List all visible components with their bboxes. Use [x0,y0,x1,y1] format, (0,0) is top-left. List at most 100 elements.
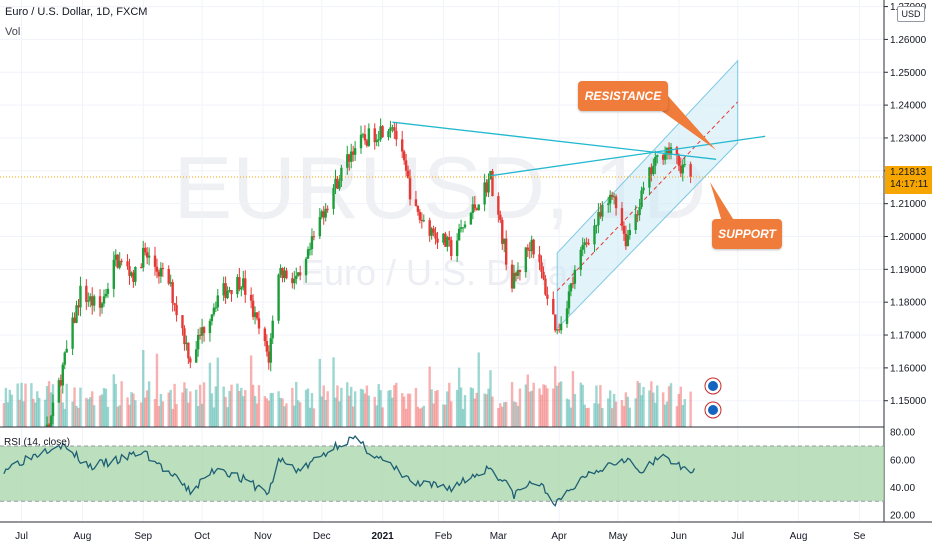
watermark-name: Euro / U.S. Dollar [300,252,580,293]
volume-bar [581,384,584,427]
volume-bar [87,399,90,427]
candle-body [585,242,588,244]
volume-bar [59,388,63,427]
candle-body [116,254,119,268]
volume-bar [654,402,657,427]
candle-body [304,258,308,276]
candle-body [595,225,598,227]
candle-body [626,235,630,247]
support-callout[interactable]: SUPPORT [712,219,782,249]
candle-body [181,315,184,329]
candle-body [540,262,543,272]
symbol-title[interactable]: Euro / U.S. Dollar, 1D, FXCM [5,6,148,18]
volume-bar [181,392,184,427]
candle-body [312,236,316,238]
volume-bar [91,391,94,427]
volume-bar [142,350,145,427]
candle-body [102,296,106,304]
rsi-label[interactable]: RSI (14, close) [4,437,71,448]
candle-body [418,211,422,220]
time-tick-label: 2021 [371,531,394,542]
candle-body [485,182,488,193]
volume-bar [63,408,66,427]
candle-body [51,402,55,417]
time-axis[interactable]: Jul Aug Sep Oct Nov Dec 2021 Feb Mar Apr May Jun Jul… [15,531,866,542]
candle-body [285,270,288,279]
volume-bar [669,383,673,427]
volume-bar [92,405,96,427]
price-axis[interactable]: 1.270001.260001.250001.240001.230001.220… [884,2,927,407]
volume-bar [677,393,681,427]
candle-body [677,155,681,166]
candle-body [157,271,161,277]
volume-label[interactable]: Vol [5,26,21,38]
candle-body [446,237,449,247]
candle-body [89,296,92,301]
trendlines[interactable] [392,121,766,177]
volume-bar [518,388,522,427]
candle-body [195,349,198,363]
candle-body [597,212,600,226]
candlesticks[interactable] [3,118,692,509]
volume-bar [585,408,588,427]
candle-body [291,278,294,284]
candle-body [228,290,231,292]
volume-bar [367,395,371,427]
candle-body [642,187,645,191]
volume-bar [489,370,492,427]
candle-body [442,233,445,243]
volume-bar [263,396,267,427]
candle-body [91,296,94,306]
volume-bar [159,393,163,427]
candle-body [473,204,477,209]
volume-bar [75,405,78,427]
candle-body [61,364,64,386]
candle-body [650,167,653,175]
volume-bar [100,394,104,427]
last-price-tag: 1.21813 14:17:11 [885,166,932,194]
candle-body [297,272,300,276]
candle-body [487,179,490,193]
time-tick-label: Aug [790,531,808,542]
candle-body [475,208,478,211]
volume-bar [418,408,422,427]
volume-bar [291,387,294,427]
resistance-trendline[interactable] [392,121,717,160]
candle-body [361,134,365,136]
volume-bar [126,397,129,427]
volume-bar [155,353,159,427]
volume-bar [143,397,147,427]
rsi-pane[interactable] [0,435,884,507]
candle-body [147,255,151,258]
candle-body [65,348,68,353]
volume-bar [43,399,47,427]
volume-bar [22,401,25,427]
candle-body [391,127,394,129]
candle-body [98,296,102,308]
volume-bar [381,407,384,427]
currency-badge[interactable]: USD [897,6,925,22]
candle-body [557,329,561,331]
volume-bar [116,406,119,427]
volume-bar [387,390,390,427]
volume-bar [134,400,137,427]
volume-bar [312,408,316,427]
candle-body [320,211,323,218]
candle-body [100,303,104,308]
candle-body [159,267,163,277]
volume-bar [320,396,323,427]
volume-bar [663,404,667,427]
candle-body [556,329,559,331]
volume-bar [665,401,669,427]
volume-bar [120,381,123,427]
volume-bar [361,389,365,427]
candle-body [187,342,190,359]
volume-bar [212,407,216,427]
support-trendline[interactable] [490,135,766,177]
flag-icon-events[interactable] [704,377,722,419]
resistance-callout[interactable]: RESISTANCE [578,81,668,111]
volume-bar [240,387,243,427]
volume-bar [475,392,478,427]
candle-body [524,247,528,273]
